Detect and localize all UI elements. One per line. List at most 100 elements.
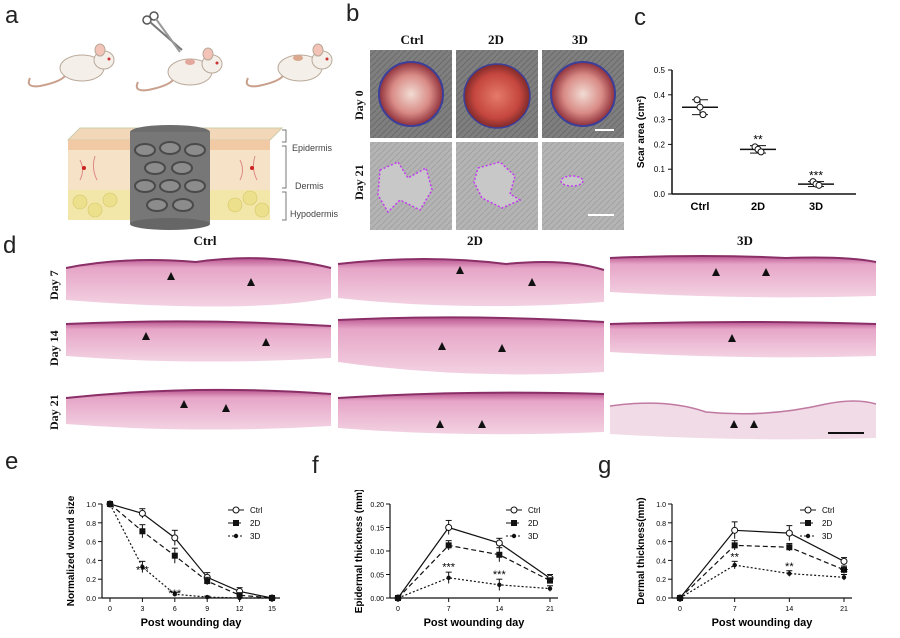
panel-d-header-3d: 3D xyxy=(737,233,753,248)
y-tick-label: 0.6 xyxy=(86,540,96,547)
data-point xyxy=(547,577,553,584)
panel-label-d: d xyxy=(3,232,17,259)
data-point xyxy=(495,539,503,547)
data-point xyxy=(547,586,553,591)
layer-label-dermis: Dermis xyxy=(295,181,324,191)
data-point xyxy=(787,571,792,576)
data-point xyxy=(496,551,503,558)
panel-label-g: g xyxy=(598,452,612,479)
y-tick-label: 0.05 xyxy=(370,573,384,580)
significance-label: *** xyxy=(168,588,182,600)
significance-label: *** xyxy=(493,569,507,581)
x-tick-label: 7 xyxy=(733,606,737,613)
histo-3d-day7 xyxy=(609,255,877,298)
data-point xyxy=(731,526,739,534)
y-tick-label: 0.4 xyxy=(656,558,666,565)
data-point xyxy=(677,595,683,601)
legend-label: Ctrl xyxy=(528,506,541,515)
y-tick-label: 0.00 xyxy=(370,596,384,603)
mouse-icon-1 xyxy=(27,43,115,88)
skin-cross-section xyxy=(66,125,287,230)
chart-c-scar-area: 0.0 0.1 0.2 0.3 0.4 0.5 Ctrl 2D ** 3D *** Scar area… xyxy=(636,66,856,213)
y-tick-label: 0.10 xyxy=(370,549,384,556)
data-point xyxy=(446,575,451,580)
x-tick-label: 14 xyxy=(495,606,503,613)
scissors-icon xyxy=(142,11,183,53)
data-point xyxy=(757,148,765,156)
legend-marker xyxy=(233,533,239,539)
panel-label-e: e xyxy=(5,448,19,475)
legend-label: 3D xyxy=(528,532,538,541)
panel-b-row-day0: Day 0 xyxy=(352,90,366,120)
photo-3d-day21 xyxy=(542,142,624,230)
panel-label-a: a xyxy=(5,2,19,29)
y-axis-label: Epidermal thickness (mm) xyxy=(354,490,365,613)
y-tick-label: 0.8 xyxy=(656,521,666,528)
wound-model-schematic xyxy=(27,11,333,230)
legend-marker xyxy=(805,533,811,539)
series-line-ctrl xyxy=(109,503,273,599)
chart-g-dermal-thickness: 0.0 0.2 0.4 0.6 0.8 1.0 0 7 14 21 Post wounding da… xyxy=(636,497,852,629)
x-axis-label: Post wounding day xyxy=(141,617,243,629)
data-point xyxy=(841,575,847,580)
series-line-3d xyxy=(397,577,551,599)
legend-marker xyxy=(510,506,518,514)
data-point xyxy=(171,552,178,559)
significance-label: *** xyxy=(136,565,150,577)
series-line-2d xyxy=(109,503,273,599)
wound-photo-grid xyxy=(370,50,624,230)
data-point xyxy=(204,578,211,585)
data-point xyxy=(205,594,210,600)
data-point xyxy=(236,592,243,599)
significance-label: *** xyxy=(809,169,823,183)
x-tick-label: 9 xyxy=(205,606,209,613)
panel-d-row-day21: Day 21 xyxy=(47,394,61,430)
y-tick-label: 0.4 xyxy=(86,558,96,565)
y-tick-label: 0.2 xyxy=(656,577,666,584)
histo-ctrl-day21 xyxy=(66,388,332,430)
legend-label: 2D xyxy=(250,519,260,528)
x-tick-label: 3 xyxy=(140,606,144,613)
y-tick-label: 1.0 xyxy=(86,502,96,509)
data-point xyxy=(237,595,242,601)
mouse-icon-3 xyxy=(245,43,333,88)
x-tick-label: 21 xyxy=(840,606,848,613)
panel-b-header-3d: 3D xyxy=(572,32,588,47)
y-tick-label: 0.2 xyxy=(86,577,96,584)
y-tick-label: 0.8 xyxy=(86,521,96,528)
legend-label: 2D xyxy=(822,519,832,528)
series-line-ctrl xyxy=(397,526,551,599)
panel-label-c: c xyxy=(634,4,646,31)
legend-label: 3D xyxy=(250,532,260,541)
x-tick-label: 0 xyxy=(396,606,400,613)
data-point xyxy=(445,524,453,531)
series-line-3d xyxy=(109,503,272,599)
panel-b-header-2d: 2D xyxy=(488,32,504,47)
photo-2d-day0 xyxy=(456,50,538,138)
data-point xyxy=(140,564,145,570)
data-point xyxy=(785,529,793,537)
chart-f-epidermal-thickness: 0.00 0.05 0.10 0.15 0.20 0 7 14 21 Post wounding … xyxy=(354,490,558,629)
histo-2d-day21 xyxy=(337,391,605,435)
legend-marker xyxy=(511,533,517,539)
series-line-2d xyxy=(679,544,845,599)
y-tick-label: 0.0 xyxy=(656,596,666,603)
histo-2d-day14 xyxy=(337,316,605,375)
histo-ctrl-day7 xyxy=(66,257,332,307)
panel-d-header-2d: 2D xyxy=(467,233,483,248)
x-tick-label: Ctrl xyxy=(691,201,710,213)
data-point xyxy=(699,111,707,119)
x-axis-label: Post wounding day xyxy=(712,617,814,629)
x-tick-label: 2D xyxy=(751,201,765,213)
histology-grid xyxy=(66,255,877,440)
x-tick-label: 21 xyxy=(546,606,554,613)
y-tick-label: 0.5 xyxy=(654,66,666,75)
y-tick-label: 0.4 xyxy=(654,91,666,100)
legend-label: 3D xyxy=(822,532,832,541)
x-tick-label: 15 xyxy=(268,606,276,613)
significance-label: ** xyxy=(785,561,794,573)
mouse-icon-2 xyxy=(135,47,223,92)
layer-label-epidermis: Epidermis xyxy=(292,143,333,153)
y-tick-label: 0.0 xyxy=(654,190,666,199)
significance-label: ** xyxy=(753,133,763,147)
